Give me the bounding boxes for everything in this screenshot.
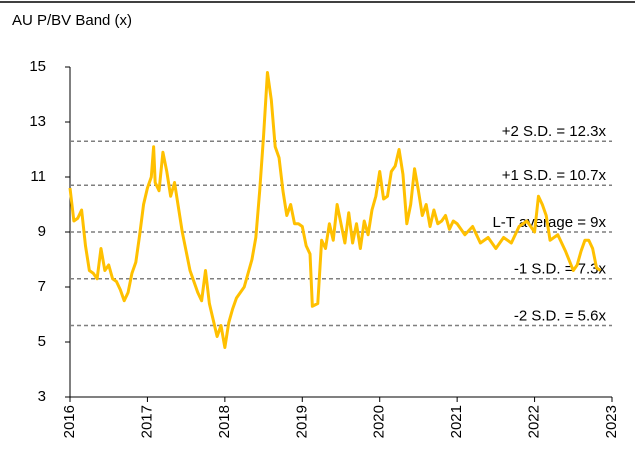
x-tick-label: 2018: [216, 405, 233, 438]
reference-label: -1 S.D. = 7.3x: [514, 261, 607, 278]
reference-label: -2 S.D. = 5.6x: [514, 307, 607, 324]
data-line: [68, 71, 602, 349]
y-tick-label: 15: [29, 58, 46, 75]
y-tick-label: 3: [38, 388, 46, 405]
x-tick-label: 2023: [603, 405, 620, 438]
y-tick-label: 13: [29, 113, 46, 130]
reference-label: +2 S.D. = 12.3x: [502, 123, 607, 140]
x-tick-label: 2019: [293, 405, 310, 438]
y-tick-label: 11: [30, 168, 46, 185]
x-tick-label: 2022: [526, 405, 543, 438]
x-tick-label: 2016: [61, 405, 78, 438]
x-tick-label: 2020: [371, 405, 388, 438]
y-tick-label: 9: [38, 223, 46, 240]
x-tick-label: 2017: [138, 405, 155, 438]
y-tick-label: 7: [38, 278, 46, 295]
x-tick-label: 2021: [448, 405, 465, 438]
y-tick-label: 5: [38, 333, 46, 350]
reference-label: +1 S.D. = 10.7x: [502, 167, 607, 184]
chart-title: AU P/BV Band (x): [12, 12, 132, 29]
